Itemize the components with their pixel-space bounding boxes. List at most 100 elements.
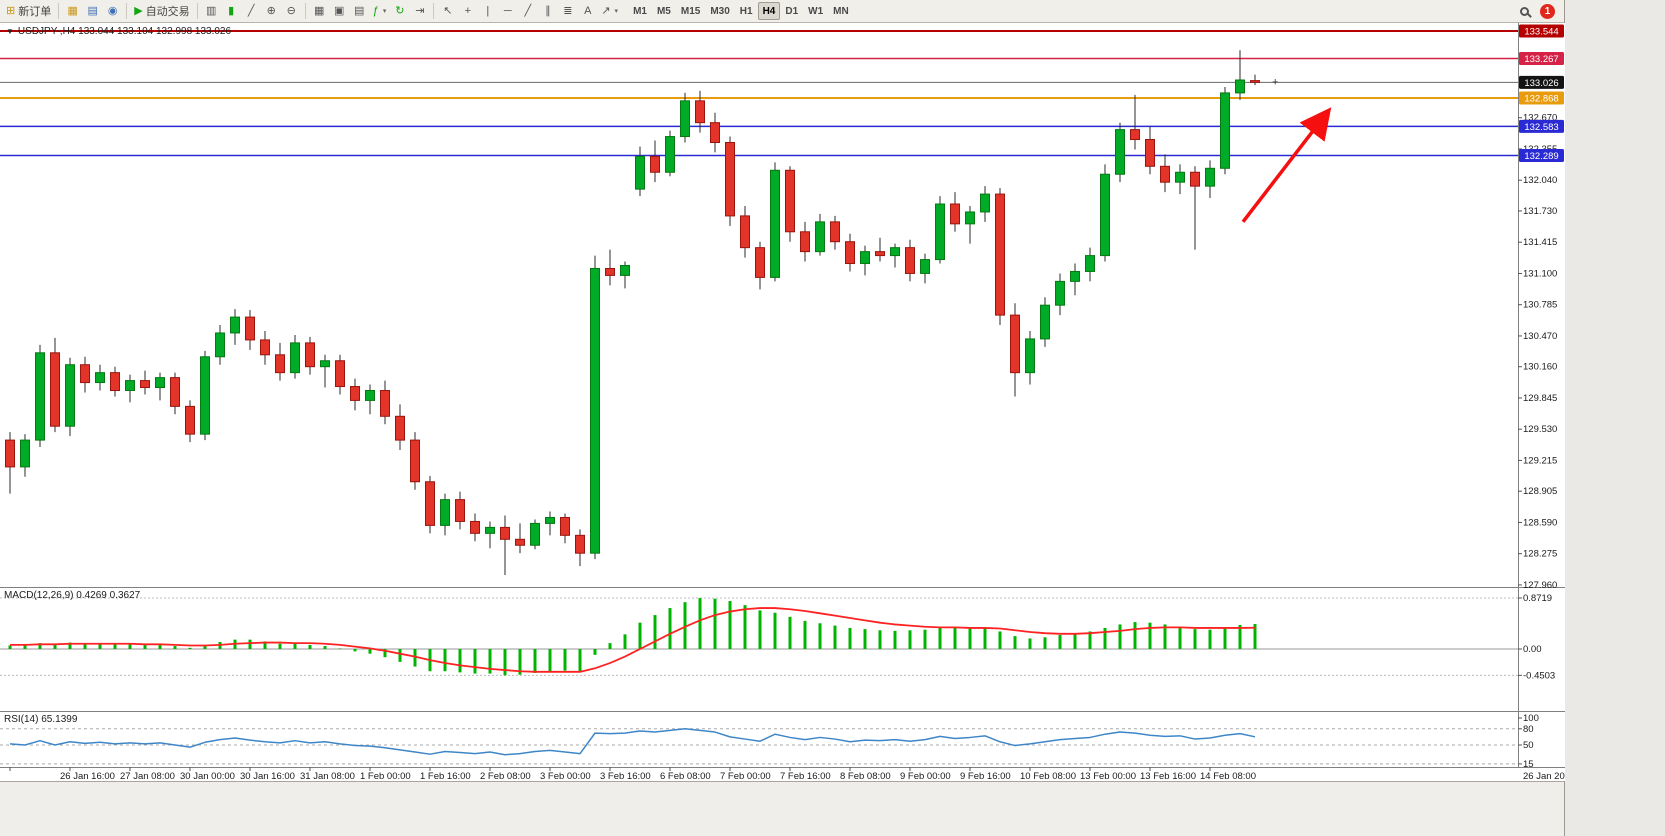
mt4-window: ⊞ 新订单 ▦ ▤ ◉ ▶ 自动交易 ▥ ▮ ╱ ⊕ ⊖ ▦ ▣ ▤ ƒ ▾ ↻ … (0, 0, 1565, 836)
trendline-tool-button[interactable]: ╱ (518, 2, 537, 21)
price-chart: +132.670132.355132.040131.730131.415131.… (0, 23, 1565, 781)
toolbar-separator (433, 3, 435, 19)
chart-shift-icon: ⇥ (415, 4, 425, 17)
candle-body (1190, 171, 1200, 187)
date-axis-label: 13 Feb 16:00 (1140, 771, 1196, 781)
new-order-icon: ⊞ (6, 4, 16, 17)
candle-body (440, 499, 450, 526)
timeframe-button-M5[interactable]: M5 (652, 2, 676, 20)
vertical-line-tool-button[interactable]: | (478, 2, 497, 21)
candle-body (515, 538, 525, 546)
candle-body (20, 439, 30, 468)
candle-body (365, 390, 375, 401)
candle-body (575, 534, 585, 554)
price-axis-label: 128.590 (1523, 517, 1557, 528)
candle-body (1115, 129, 1125, 175)
date-axis-label: 8 Feb 08:00 (840, 771, 891, 781)
market-watch-button[interactable]: ◉ (103, 2, 122, 21)
price-axis-label: 129.845 (1523, 393, 1557, 404)
chart-shift-button[interactable]: ⇥ (410, 2, 429, 21)
timeframe-button-MN[interactable]: MN (828, 2, 854, 20)
date-axis-label: 3 Feb 16:00 (600, 771, 651, 781)
bar-chart-icon: ▥ (205, 4, 217, 17)
candle-body (1250, 80, 1260, 83)
cursor-tool-button[interactable]: ↖ (438, 2, 457, 21)
notification-badge[interactable]: 1 (1540, 3, 1555, 19)
search-icon[interactable] (1520, 6, 1529, 16)
timeframe-button-M30[interactable]: M30 (705, 2, 734, 20)
date-axis-label: 30 Jan 16:00 (240, 771, 295, 781)
timeframe-button-D1[interactable]: D1 (780, 2, 803, 20)
fibonacci-icon: ≣ (563, 4, 573, 17)
desktop-background (1565, 0, 1665, 836)
crosshair-tool-button[interactable]: + (458, 2, 477, 21)
autotrading-play-icon: ▶ (134, 4, 143, 17)
crosshair-icon: + (464, 4, 472, 17)
zoom-out-button[interactable]: ⊖ (282, 2, 301, 21)
profiles-icon: ▤ (87, 4, 98, 17)
channel-tool-button[interactable]: ∥ (538, 2, 557, 21)
timeframe-button-M15[interactable]: M15 (676, 2, 705, 20)
zoom-in-button[interactable]: ⊕ (262, 2, 281, 21)
price-badge-label: 132.583 (1524, 122, 1558, 133)
date-axis-label: 30 Jan 00:00 (180, 771, 235, 781)
timeframe-group: M1 M5 M15 M30 H1 H4 D1 W1 MN (628, 2, 854, 20)
candle-body (830, 221, 840, 243)
indicators-button[interactable]: ƒ ▾ (370, 2, 390, 21)
date-axis-label: 26 Jan 16:00 (60, 771, 115, 781)
dropdown-arrow-icon: ▾ (614, 8, 619, 15)
candle-body (695, 100, 705, 124)
cascade-windows-button[interactable]: ▣ (330, 2, 349, 21)
new-chart-button[interactable]: ▦ (63, 2, 82, 21)
timeframe-button-W1[interactable]: W1 (803, 2, 828, 20)
date-axis-label: 1 Feb 16:00 (420, 771, 471, 781)
autotrading-button[interactable]: ▶ 自动交易 (131, 2, 192, 21)
arrow-tool-button[interactable]: ↗ ▾ (598, 2, 621, 21)
fibonacci-tool-button[interactable]: ≣ (558, 2, 577, 21)
price-badge-132.583 (1519, 119, 1564, 133)
profiles-button[interactable]: ▤ (83, 2, 102, 21)
candle-body (605, 267, 615, 276)
annotation-arrow[interactable] (1241, 107, 1332, 223)
line-chart-button[interactable]: ╱ (242, 2, 261, 21)
timeframe-button-H4[interactable]: H4 (757, 2, 781, 20)
candle-body (395, 415, 405, 441)
macd-axis-label: -0.4503 (1523, 670, 1555, 681)
toolbar-separator (126, 3, 128, 19)
price-axis-label: 131.100 (1523, 268, 1557, 279)
candle-body (875, 251, 885, 257)
text-tool-button[interactable]: A (578, 2, 597, 21)
collapse-icon[interactable]: ▼ (6, 27, 14, 36)
trendline-icon: ╱ (524, 4, 532, 17)
price-axis-label: 132.670 (1523, 113, 1557, 124)
horizontal-line-tool-button[interactable]: ─ (498, 2, 517, 21)
arrange-windows-button[interactable]: ▤ (350, 2, 369, 21)
candle-body (1070, 270, 1080, 282)
candle-body (950, 203, 960, 225)
rsi-axis-label: 50 (1523, 740, 1534, 751)
candle-body (815, 221, 825, 253)
candle-body (740, 215, 750, 249)
bar-chart-button[interactable]: ▥ (202, 2, 221, 21)
candle-body (860, 251, 870, 265)
tile-windows-button[interactable]: ▦ (310, 2, 329, 21)
rsi-label: RSI(14) 65.1399 (4, 714, 78, 725)
candle-body (1085, 255, 1095, 272)
price-axis-label: 130.160 (1523, 362, 1557, 373)
candle-body (935, 203, 945, 261)
auto-scroll-button[interactable]: ↻ (390, 2, 409, 21)
candle-body (530, 522, 540, 546)
candle-body (995, 193, 1005, 316)
price-axis-label: 128.905 (1523, 486, 1557, 497)
candlestick-chart-icon: ▮ (228, 4, 235, 17)
new-order-button[interactable]: ⊞ 新订单 (3, 2, 54, 21)
candle-body (800, 231, 810, 253)
cursor-icon: ↖ (443, 4, 453, 17)
candle-body (320, 360, 330, 368)
candle-body (65, 364, 75, 427)
toolbar: ⊞ 新订单 ▦ ▤ ◉ ▶ 自动交易 ▥ ▮ ╱ ⊕ ⊖ ▦ ▣ ▤ ƒ ▾ ↻ … (0, 0, 1564, 23)
timeframe-button-H1[interactable]: H1 (735, 2, 758, 20)
candlestick-chart-button[interactable]: ▮ (222, 2, 241, 21)
timeframe-button-M1[interactable]: M1 (628, 2, 652, 20)
candle-body (785, 169, 795, 233)
